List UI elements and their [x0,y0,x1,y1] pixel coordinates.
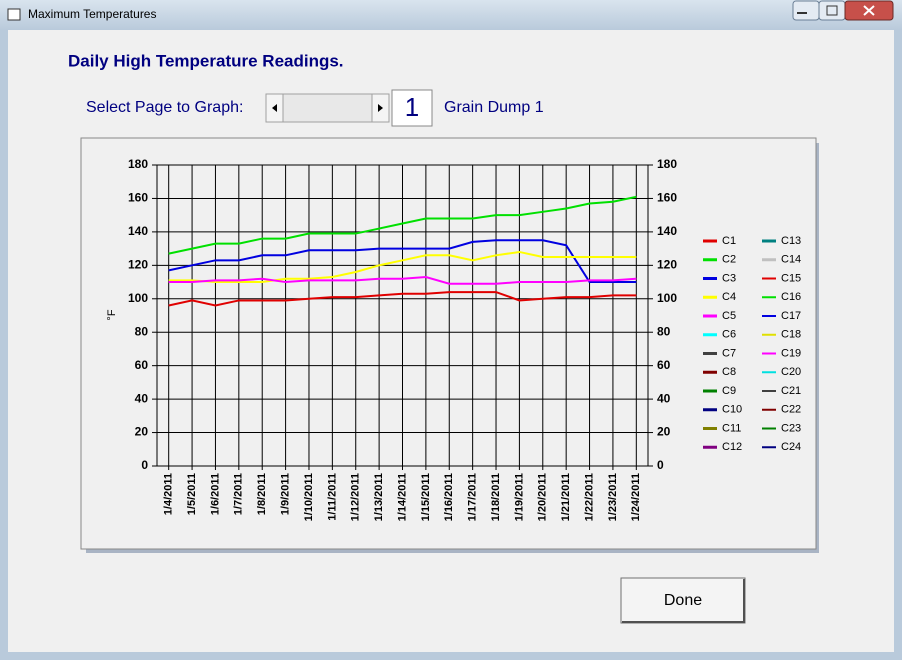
page-label: Select Page to Graph: [86,99,243,116]
legend-label: C2 [722,254,736,266]
page-number: 1 [405,92,419,122]
legend-label: C13 [781,235,801,247]
y-axis-label: °F [106,309,118,320]
legend-label: C23 [781,422,801,434]
x-tick-label: 1/21/2011 [560,473,572,521]
page-scrollbar[interactable] [265,93,390,123]
legend-label: C20 [781,366,801,378]
legend-label: C9 [722,385,736,397]
x-tick-label: 1/19/2011 [513,473,525,521]
legend-label: C1 [722,235,736,247]
page-name: Grain Dump 1 [444,99,544,116]
minimize-button[interactable] [792,0,820,21]
arrow-left [272,104,277,112]
y2-tick-label: 140 [657,224,677,238]
legend-label: C21 [781,385,801,397]
y-tick-label: 180 [128,157,148,171]
y-tick-label: 60 [135,358,149,372]
x-tick-label: 1/8/2011 [256,473,268,515]
page-box [391,89,433,127]
series-line [168,195,637,255]
x-tick-label: 1/23/2011 [607,473,619,521]
x-tick-label: 1/24/2011 [630,473,642,521]
window-title: Maximum Temperatures [28,7,156,21]
legend-label: C3 [722,272,736,284]
y2-tick-label: 180 [657,157,677,171]
y-tick-label: 20 [135,425,149,439]
series-line [168,250,637,284]
close-icon [863,5,875,16]
window-icon [7,8,21,21]
legend-label: C8 [722,366,736,378]
legend-label: C6 [722,329,736,341]
legend-label: C18 [781,329,801,341]
x-tick-label: 1/15/2011 [420,473,432,521]
x-tick-label: 1/9/2011 [280,473,292,515]
y-tick-label: 0 [141,458,148,472]
y2-tick-label: 40 [657,391,671,405]
legend-label: C15 [781,272,801,284]
y-tick-label: 160 [128,191,148,205]
y-tick-label: 80 [135,324,149,338]
y2-tick-label: 60 [657,358,671,372]
y-tick-label: 120 [128,258,148,272]
legend-label: C19 [781,347,801,359]
legend-label: C14 [781,254,801,266]
maximize-button[interactable] [818,0,846,21]
x-tick-label: 1/18/2011 [490,473,502,521]
x-tick-label: 1/12/2011 [350,473,362,521]
x-tick-label: 1/22/2011 [583,473,595,521]
y2-tick-label: 20 [657,425,671,439]
x-tick-label: 1/4/2011 [163,473,175,515]
done-button[interactable] [620,577,746,624]
title-bar [0,0,902,30]
y2-tick-label: 120 [657,258,677,272]
legend-label: C16 [781,291,801,303]
y-tick-label: 100 [128,291,148,305]
y2-tick-label: 0 [657,458,664,472]
legend-label: C22 [781,404,801,416]
x-tick-label: 1/17/2011 [467,473,479,521]
legend-label: C12 [722,441,742,453]
y2-tick-label: 100 [657,291,677,305]
y2-tick-label: 80 [657,324,671,338]
button-edge [622,579,745,623]
x-tick-label: 1/7/2011 [233,473,245,515]
legend-label: C24 [781,441,801,453]
x-tick-label: 1/10/2011 [303,473,315,521]
heading: Daily High Temperature Readings. [68,51,344,70]
x-tick-label: 1/11/2011 [326,473,338,521]
legend-label: C11 [722,422,741,434]
x-tick-label: 1/20/2011 [537,473,549,521]
chart: 0 20 40 60 80 100 120 140 160 180 0 20 40 60 80 100 120 1… [106,157,801,521]
legend-label: C5 [722,310,736,322]
x-tick-label: 1/6/2011 [209,473,221,515]
y-tick-label: 40 [135,391,149,405]
y-tick-label: 140 [128,224,148,238]
legend-label: C10 [722,404,742,416]
legend-label: C17 [781,310,801,322]
done-label: Done [664,592,702,609]
legend-label: C4 [722,291,736,303]
maximize-icon [826,5,838,16]
series-line [168,276,637,285]
x-tick-label: 1/5/2011 [186,473,198,515]
series-line [168,291,637,307]
minimize-icon [797,12,807,14]
series-line [168,239,637,284]
x-tick-label: 1/16/2011 [443,473,455,521]
legend-label: C7 [722,347,736,359]
arrow-right [378,104,383,112]
x-tick-label: 1/14/2011 [396,473,408,521]
x-tick-label: 1/13/2011 [373,473,385,521]
y2-tick-label: 160 [657,191,677,205]
